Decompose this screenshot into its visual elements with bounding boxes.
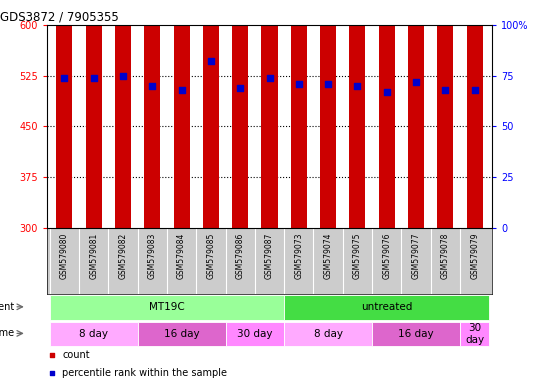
Text: GSM579082: GSM579082 bbox=[118, 233, 128, 279]
Point bbox=[60, 74, 69, 81]
Bar bbox=[56, 0, 73, 228]
Bar bbox=[261, 0, 278, 228]
Text: GSM579084: GSM579084 bbox=[177, 233, 186, 279]
Bar bbox=[50, 322, 138, 346]
Text: GSM579080: GSM579080 bbox=[60, 233, 69, 279]
Point bbox=[314, 295, 322, 301]
Point bbox=[265, 74, 274, 81]
Bar bbox=[86, 0, 102, 228]
Bar bbox=[226, 322, 284, 346]
Point bbox=[206, 58, 215, 65]
Point bbox=[177, 87, 186, 93]
Bar bbox=[173, 0, 190, 228]
Bar bbox=[138, 322, 226, 346]
Text: GSM579073: GSM579073 bbox=[294, 233, 303, 280]
Point bbox=[411, 79, 420, 85]
Point bbox=[441, 87, 450, 93]
Text: GSM579074: GSM579074 bbox=[323, 233, 333, 280]
Text: GSM579087: GSM579087 bbox=[265, 233, 274, 279]
Point bbox=[470, 87, 479, 93]
Bar bbox=[291, 0, 307, 228]
Bar bbox=[379, 0, 395, 228]
Bar bbox=[284, 322, 372, 346]
Point bbox=[314, 136, 322, 142]
Text: GSM579079: GSM579079 bbox=[470, 233, 479, 280]
Text: GSM579086: GSM579086 bbox=[236, 233, 245, 279]
Point bbox=[294, 81, 303, 87]
Text: time: time bbox=[0, 328, 15, 338]
Text: GSM579083: GSM579083 bbox=[148, 233, 157, 279]
Bar bbox=[50, 295, 284, 319]
Point bbox=[89, 74, 98, 81]
Bar bbox=[144, 0, 160, 228]
Bar bbox=[320, 0, 336, 228]
Text: GDS3872 / 7905355: GDS3872 / 7905355 bbox=[0, 11, 119, 24]
Text: 16 day: 16 day bbox=[164, 329, 200, 339]
Bar bbox=[115, 0, 131, 228]
Bar bbox=[437, 0, 453, 228]
Bar bbox=[284, 295, 490, 319]
Bar bbox=[372, 322, 460, 346]
Point bbox=[353, 83, 362, 89]
Bar bbox=[466, 0, 483, 228]
Point bbox=[148, 83, 157, 89]
Text: 30
day: 30 day bbox=[465, 323, 484, 345]
Point bbox=[382, 89, 391, 95]
Text: GSM579075: GSM579075 bbox=[353, 233, 362, 280]
Text: untreated: untreated bbox=[361, 302, 412, 312]
Point bbox=[119, 73, 128, 79]
Text: MT19C: MT19C bbox=[149, 302, 185, 312]
Text: percentile rank within the sample: percentile rank within the sample bbox=[62, 368, 227, 378]
Text: GSM579076: GSM579076 bbox=[382, 233, 391, 280]
Bar bbox=[460, 322, 490, 346]
Text: 8 day: 8 day bbox=[79, 329, 108, 339]
Bar bbox=[203, 0, 219, 228]
Text: agent: agent bbox=[0, 302, 15, 312]
Text: GSM579085: GSM579085 bbox=[206, 233, 216, 279]
Point bbox=[324, 81, 333, 87]
Bar bbox=[232, 0, 248, 228]
Text: GSM579077: GSM579077 bbox=[411, 233, 421, 280]
Text: count: count bbox=[62, 351, 90, 361]
Text: GSM579081: GSM579081 bbox=[89, 233, 98, 279]
Bar bbox=[349, 0, 366, 228]
Text: 16 day: 16 day bbox=[398, 329, 434, 339]
Text: 8 day: 8 day bbox=[314, 329, 343, 339]
Text: GSM579078: GSM579078 bbox=[441, 233, 450, 279]
Point bbox=[236, 85, 245, 91]
Text: 30 day: 30 day bbox=[237, 329, 273, 339]
Bar bbox=[408, 0, 424, 228]
